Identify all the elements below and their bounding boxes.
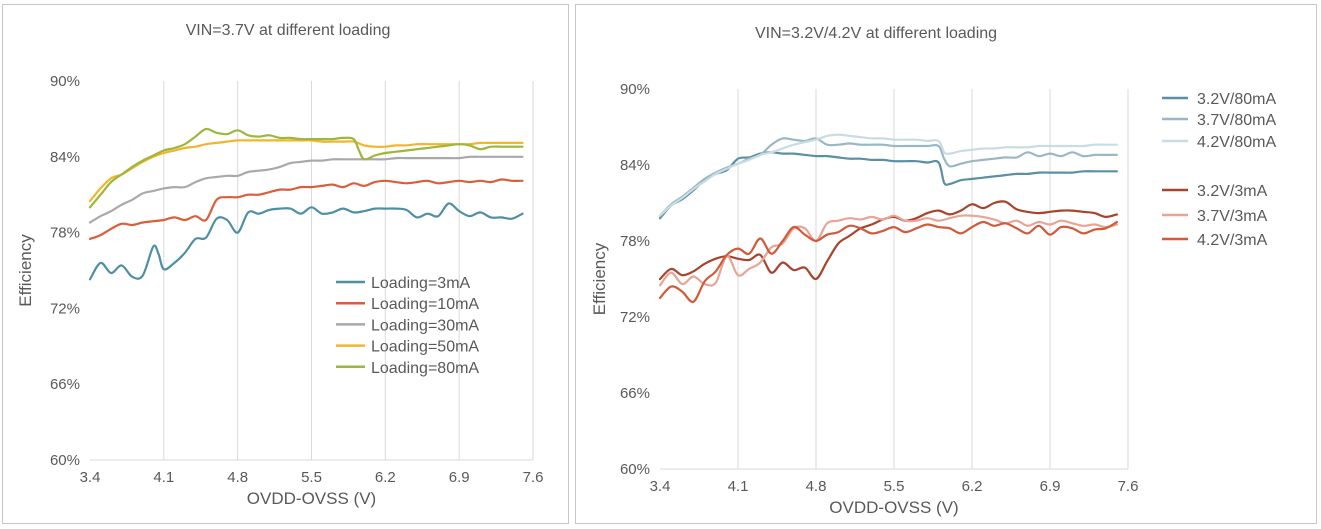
chart-title: VIN=3.2V/4.2V at different loading (755, 25, 997, 42)
x-tick-label: 4.8 (227, 469, 248, 486)
y-tick-label: 60% (620, 461, 650, 478)
y-tick-label: 84% (50, 149, 80, 166)
chart-title: VIN=3.7V at different loading (186, 22, 391, 39)
legend-label: Loading=50mA (371, 339, 479, 356)
y-tick-label: 78% (50, 225, 80, 242)
series-line-loading-3ma (88, 202, 524, 281)
x-tick-label: 5.5 (884, 478, 905, 495)
y-tick-label: 60% (50, 452, 80, 469)
legend-label: 4.2V/3mA (1197, 232, 1268, 249)
y-tick-label: 84% (620, 157, 650, 174)
y-tick-label: 90% (620, 81, 650, 98)
legend-label: Loading=80mA (371, 360, 479, 377)
series-line-3-2v-3ma (658, 200, 1118, 281)
series-line-loading-50ma (88, 139, 524, 203)
legend-label: Loading=30mA (371, 317, 479, 334)
legend-label: 3.7V/3mA (1197, 208, 1268, 225)
x-tick-label: 7.6 (523, 469, 544, 486)
x-axis-label: OVDD-OVSS (V) (829, 498, 958, 517)
series-line-4-2v-3ma (658, 220, 1118, 304)
y-tick-label: 66% (620, 385, 650, 402)
series-line-loading-10ma (88, 178, 524, 240)
y-tick-label: 66% (50, 376, 80, 393)
x-tick-label: 7.6 (1118, 478, 1139, 495)
x-tick-label: 6.9 (1040, 478, 1061, 495)
x-tick-label: 6.9 (449, 469, 470, 486)
efficiency-chart-vin-3-2v-4-2v: 3.4 4.1 4.8 5.5 6.2 6.9 7.6 60% 66% 72% 78% 84% 90% V… (590, 25, 1276, 517)
x-tick-label: 5.5 (301, 469, 322, 486)
y-tick-label: 90% (50, 73, 80, 90)
legend-label: Loading=10mA (371, 296, 479, 313)
x-tick-label: 3.4 (80, 469, 101, 486)
y-tick-label: 72% (50, 300, 80, 317)
legend-label: 4.2V/80mA (1197, 134, 1276, 151)
chart-panel-vin-3-7v: 3.4 4.1 4.8 5.5 6.2 6.9 7.6 60% 66% 72% 78% 84% 90% V… (2, 4, 569, 524)
series-line-3-7v-3ma (658, 214, 1118, 287)
x-tick-label: 3.4 (650, 478, 671, 495)
series-line-4-2v-80ma (658, 133, 1118, 217)
x-axis-label: OVDD-OVSS (V) (247, 489, 376, 508)
x-tick-label: 4.1 (728, 478, 749, 495)
series-line-loading-80ma (88, 127, 524, 209)
series-line-3-7v-80ma (658, 137, 1118, 217)
x-tick-label: 6.2 (962, 478, 983, 495)
y-axis-label: Efficiency (16, 234, 35, 307)
x-tick-label: 4.1 (153, 469, 174, 486)
chart-panel-vin-3-2v-4-2v: 3.4 4.1 4.8 5.5 6.2 6.9 7.6 60% 66% 72% 78% 84% 90% V… (575, 4, 1317, 524)
legend-label: 3.2V/3mA (1197, 183, 1268, 200)
y-axis-label: Efficiency (590, 242, 609, 315)
series-line-3-2v-80ma (658, 151, 1118, 220)
legend-label: Loading=3mA (371, 275, 471, 292)
x-tick-label: 6.2 (375, 469, 396, 486)
x-tick-label: 4.8 (806, 478, 827, 495)
efficiency-chart-vin-3-7v: 3.4 4.1 4.8 5.5 6.2 6.9 7.6 60% 66% 72% 78% 84% 90% V… (16, 22, 544, 508)
series-line-loading-30ma (88, 155, 524, 224)
y-tick-label: 72% (620, 309, 650, 326)
legend-label: 3.7V/80mA (1197, 112, 1276, 129)
y-tick-label: 78% (620, 233, 650, 250)
legend-label: 3.2V/80mA (1197, 91, 1276, 108)
